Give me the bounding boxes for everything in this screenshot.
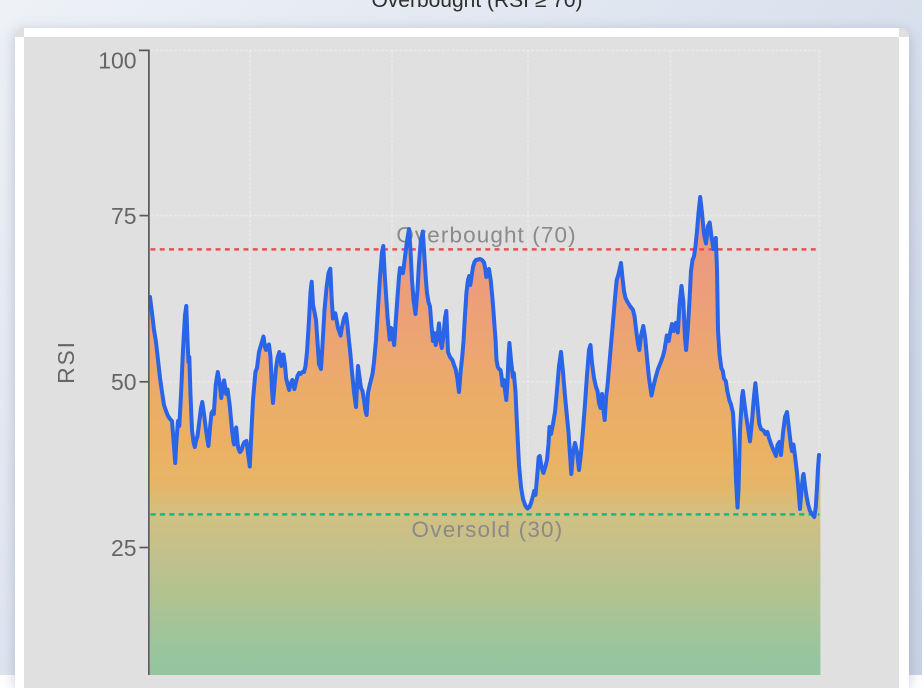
svg-text:Oversold (30): Oversold (30) <box>412 517 564 542</box>
svg-text:100: 100 <box>98 48 136 74</box>
svg-text:75: 75 <box>111 203 137 229</box>
svg-text:Overbought (70): Overbought (70) <box>396 222 576 247</box>
svg-text:25: 25 <box>111 535 137 561</box>
svg-text:50: 50 <box>111 369 137 395</box>
svg-text:RSI: RSI <box>53 340 79 384</box>
